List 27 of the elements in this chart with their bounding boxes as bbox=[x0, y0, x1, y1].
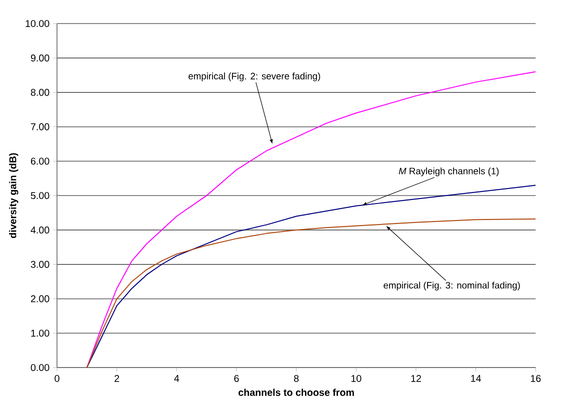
x-tick-label: 0 bbox=[54, 375, 60, 382]
x-tick-label: 6 bbox=[234, 375, 239, 382]
line-series bbox=[86, 218, 536, 368]
y-tick-label: 1.00 bbox=[31, 330, 50, 337]
x-tick-label: 16 bbox=[530, 375, 541, 382]
annotation: M Rayleigh channels (1) bbox=[398, 168, 499, 176]
x-tick-label: 8 bbox=[294, 375, 299, 382]
x-tick-label: 10 bbox=[351, 375, 362, 382]
y-tick-label: 0.00 bbox=[30, 364, 50, 372]
y-tick-label: 5.00 bbox=[30, 192, 50, 200]
y-axis-title: diversity gain (dB) bbox=[9, 153, 18, 238]
y-tick-label: 2.00 bbox=[30, 295, 50, 302]
annotation: empirical (Fig. 2: severe fading) bbox=[188, 72, 320, 82]
y-tick-label: 6.00 bbox=[30, 158, 50, 165]
x-tick-label: 14 bbox=[471, 375, 481, 382]
x-tick-label: 12 bbox=[411, 375, 421, 382]
y-tick-label: 8.00 bbox=[30, 89, 50, 96]
line-series bbox=[86, 71, 536, 368]
x-tick-label: 2 bbox=[114, 375, 120, 382]
y-tick-label: 9.00 bbox=[30, 54, 50, 62]
x-axis-title: channels to choose from bbox=[238, 388, 354, 396]
y-tick-label: 4.00 bbox=[30, 226, 50, 234]
annotation: empirical (Fig. 3: nominal fading) bbox=[384, 282, 520, 291]
y-tick-label: 10.00 bbox=[26, 20, 50, 28]
x-tick-label: 4 bbox=[174, 375, 180, 382]
y-tick-label: 7.00 bbox=[30, 123, 50, 130]
y-tick-label: 3.00 bbox=[30, 261, 50, 268]
